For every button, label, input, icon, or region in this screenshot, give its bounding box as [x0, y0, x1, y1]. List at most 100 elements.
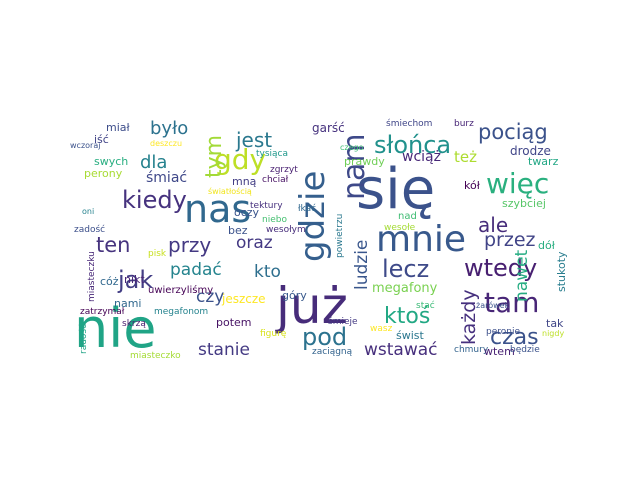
cloud-word: gdy: [214, 143, 267, 176]
cloud-word: jeszcze: [222, 292, 266, 306]
cloud-word: uwierzyliśmy: [148, 285, 214, 296]
cloud-word: tym: [202, 134, 227, 178]
cloud-word: miał: [106, 121, 130, 134]
cloud-word: świst: [396, 329, 424, 342]
cloud-word: nikt: [124, 273, 145, 286]
cloud-word: wtedy: [464, 254, 538, 282]
cloud-word: chciał: [262, 175, 289, 185]
cloud-word: garść: [312, 121, 345, 135]
cloud-word: czas: [490, 325, 539, 350]
cloud-word: jak: [118, 266, 154, 294]
cloud-word: jest: [236, 128, 273, 152]
cloud-word: śmiechom: [386, 119, 433, 129]
cloud-word: ktoś: [384, 304, 431, 329]
cloud-word: pod: [302, 323, 348, 351]
cloud-word: tysiąca: [256, 149, 289, 159]
cloud-word: prawdy: [344, 155, 385, 168]
cloud-word: iść: [94, 133, 109, 146]
cloud-word: oni: [82, 207, 95, 216]
cloud-word: miasteczku: [87, 251, 97, 302]
cloud-word: pisk: [148, 249, 167, 259]
cloud-word: miasteczko: [130, 351, 181, 361]
cloud-word: padać: [170, 260, 222, 280]
cloud-word: deszczu: [150, 139, 183, 148]
cloud-word: przy: [168, 233, 212, 257]
cloud-word: drodze: [510, 144, 551, 158]
cloud-word: bez: [228, 224, 248, 237]
cloud-word: czy: [196, 287, 225, 307]
cloud-word: przez: [484, 229, 536, 251]
cloud-word: góry: [282, 289, 307, 302]
cloud-word: żarówek: [476, 301, 510, 310]
cloud-word: kół: [464, 179, 480, 192]
cloud-word: mną: [232, 175, 257, 188]
cloud-word: radość: [79, 323, 89, 354]
cloud-word: nad: [398, 211, 417, 222]
cloud-word: śmiać: [146, 170, 188, 186]
cloud-word: wciąż: [402, 149, 441, 165]
cloud-word: ten: [96, 233, 131, 257]
cloud-word: nas: [184, 187, 252, 231]
cloud-word: figurę: [260, 329, 287, 339]
cloud-word: ale: [478, 213, 509, 237]
cloud-word: swych: [94, 155, 129, 168]
cloud-word: wstawać: [364, 340, 438, 360]
cloud-word: pociąg: [478, 120, 548, 144]
cloud-word: oraz: [236, 233, 273, 253]
cloud-word: wesołe: [384, 223, 416, 233]
cloud-word: kto: [254, 262, 281, 282]
cloud-word: skrzą: [122, 319, 146, 329]
cloud-word: światłością: [208, 187, 252, 196]
cloud-word: też: [454, 148, 477, 166]
cloud-word: cóż: [100, 275, 119, 288]
cloud-word: perony: [84, 167, 123, 180]
cloud-word: stanie: [198, 340, 250, 360]
cloud-word: zaciągną: [312, 347, 353, 357]
cloud-word: lecz: [382, 255, 430, 283]
cloud-word: dla: [140, 152, 168, 173]
cloud-word: stukoty: [555, 251, 568, 292]
cloud-word: było: [150, 118, 189, 139]
cloud-word: gdzie: [293, 170, 333, 262]
cloud-word: łkać: [298, 204, 317, 214]
cloud-word: zgrzyt: [270, 165, 298, 175]
cloud-word: nawet: [512, 249, 532, 302]
cloud-word: będzie: [510, 345, 540, 355]
cloud-word: każdy: [458, 289, 480, 345]
cloud-word: słońca: [374, 131, 452, 159]
cloud-word: śmieje: [328, 317, 358, 327]
cloud-word: niebo: [262, 215, 287, 225]
cloud-word: mnie: [376, 219, 467, 260]
cloud-word: dół: [538, 239, 555, 252]
cloud-word: czego: [340, 143, 364, 152]
cloud-word: potem: [216, 316, 252, 329]
cloud-word: szybciej: [502, 197, 546, 210]
cloud-word: wesołym: [266, 225, 306, 235]
cloud-word: się: [356, 157, 436, 222]
cloud-word: peronie: [486, 327, 521, 337]
cloud-word: już: [276, 277, 348, 335]
cloud-word: burz: [454, 119, 474, 129]
cloud-word: wczoraj: [70, 141, 101, 150]
cloud-word: zadość: [74, 225, 106, 235]
cloud-word: oczy: [234, 206, 260, 219]
cloud-word: tektury: [250, 201, 283, 211]
cloud-word: ludzie: [352, 239, 372, 290]
cloud-word: tam: [484, 286, 540, 319]
cloud-word: twarz: [528, 155, 559, 168]
cloud-word: megafony: [372, 281, 438, 296]
cloud-word: nami: [114, 297, 142, 310]
cloud-word: tak: [546, 317, 564, 330]
cloud-word: zatrzymał: [80, 307, 125, 317]
cloud-word: powietrzu: [335, 213, 345, 258]
cloud-word: chmury: [454, 345, 489, 355]
cloud-word: nie: [74, 297, 157, 360]
cloud-word: nigdy: [542, 329, 565, 338]
cloud-word: wasz: [370, 324, 393, 334]
cloud-word: wtem: [484, 345, 515, 358]
cloud-word: kiedy: [122, 186, 187, 214]
cloud-word: stać: [416, 301, 435, 311]
cloud-word: megafonom: [154, 307, 209, 317]
cloud-word: więc: [486, 167, 550, 200]
